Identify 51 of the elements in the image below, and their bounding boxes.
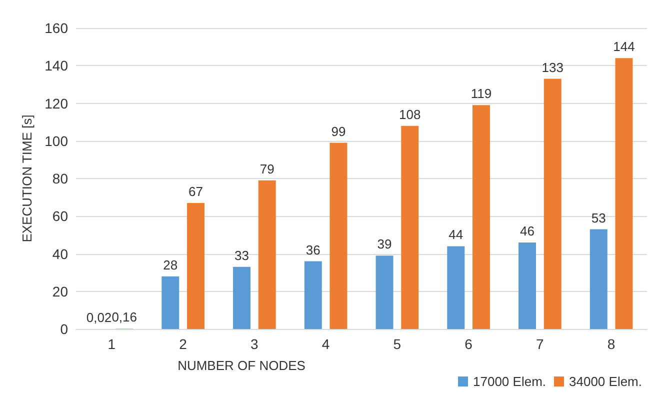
- bar: [447, 246, 465, 329]
- y-tick-label: 20: [52, 283, 68, 300]
- bar: [472, 105, 490, 329]
- data-label: 0,16: [112, 310, 138, 325]
- y-axis-title: EXECUTION TIME [s]: [20, 114, 35, 242]
- bar: [162, 276, 180, 329]
- bar: [186, 202, 204, 329]
- x-tick-label: 4: [322, 336, 330, 352]
- data-label: 108: [399, 106, 421, 122]
- bar: [401, 126, 419, 329]
- data-label: 36: [306, 242, 320, 258]
- data-label: 33: [234, 248, 249, 263]
- x-tick-label: 7: [536, 336, 544, 352]
- y-tick-label: 0: [60, 321, 68, 337]
- x-tick-label: 6: [464, 336, 473, 352]
- x-tick-label: 2: [179, 336, 188, 352]
- bar: [304, 261, 322, 329]
- legend-label: 17000 Elem.: [473, 374, 546, 389]
- data-label: 39: [377, 236, 392, 252]
- data-label: 144: [613, 39, 635, 54]
- bar: [590, 229, 608, 329]
- data-label: 99: [331, 124, 346, 139]
- y-tick-label: 40: [52, 246, 68, 262]
- bar: [330, 142, 348, 329]
- y-tick-label: 100: [44, 132, 68, 149]
- x-tick-label: 3: [250, 336, 259, 352]
- bar: [258, 180, 276, 329]
- x-tick-label: 5: [393, 336, 402, 352]
- y-tick-label: 80: [52, 170, 68, 186]
- x-tick-label: 1: [108, 336, 116, 352]
- bar: [233, 266, 251, 329]
- x-tick-label: 8: [607, 336, 616, 352]
- data-label: 46: [520, 223, 534, 238]
- y-tick-label: 160: [44, 20, 68, 36]
- bar: [615, 58, 633, 329]
- y-tick-label: 140: [44, 58, 68, 74]
- bar: [376, 256, 394, 329]
- bar: [518, 242, 536, 329]
- data-label: 79: [260, 161, 274, 176]
- data-label: 119: [470, 86, 492, 102]
- x-axis-title: NUMBER OF NODES: [178, 358, 306, 373]
- y-tick-label: 120: [44, 95, 68, 112]
- data-label: 28: [163, 257, 178, 272]
- data-label: 53: [591, 210, 606, 226]
- data-label: 133: [542, 60, 564, 75]
- data-label: 0,02: [86, 310, 112, 325]
- y-tick-label: 60: [52, 208, 68, 224]
- bar: [544, 78, 562, 329]
- data-label: 67: [188, 184, 203, 199]
- legend-label: 34000 Elem.: [569, 374, 642, 389]
- data-label: 44: [448, 227, 464, 242]
